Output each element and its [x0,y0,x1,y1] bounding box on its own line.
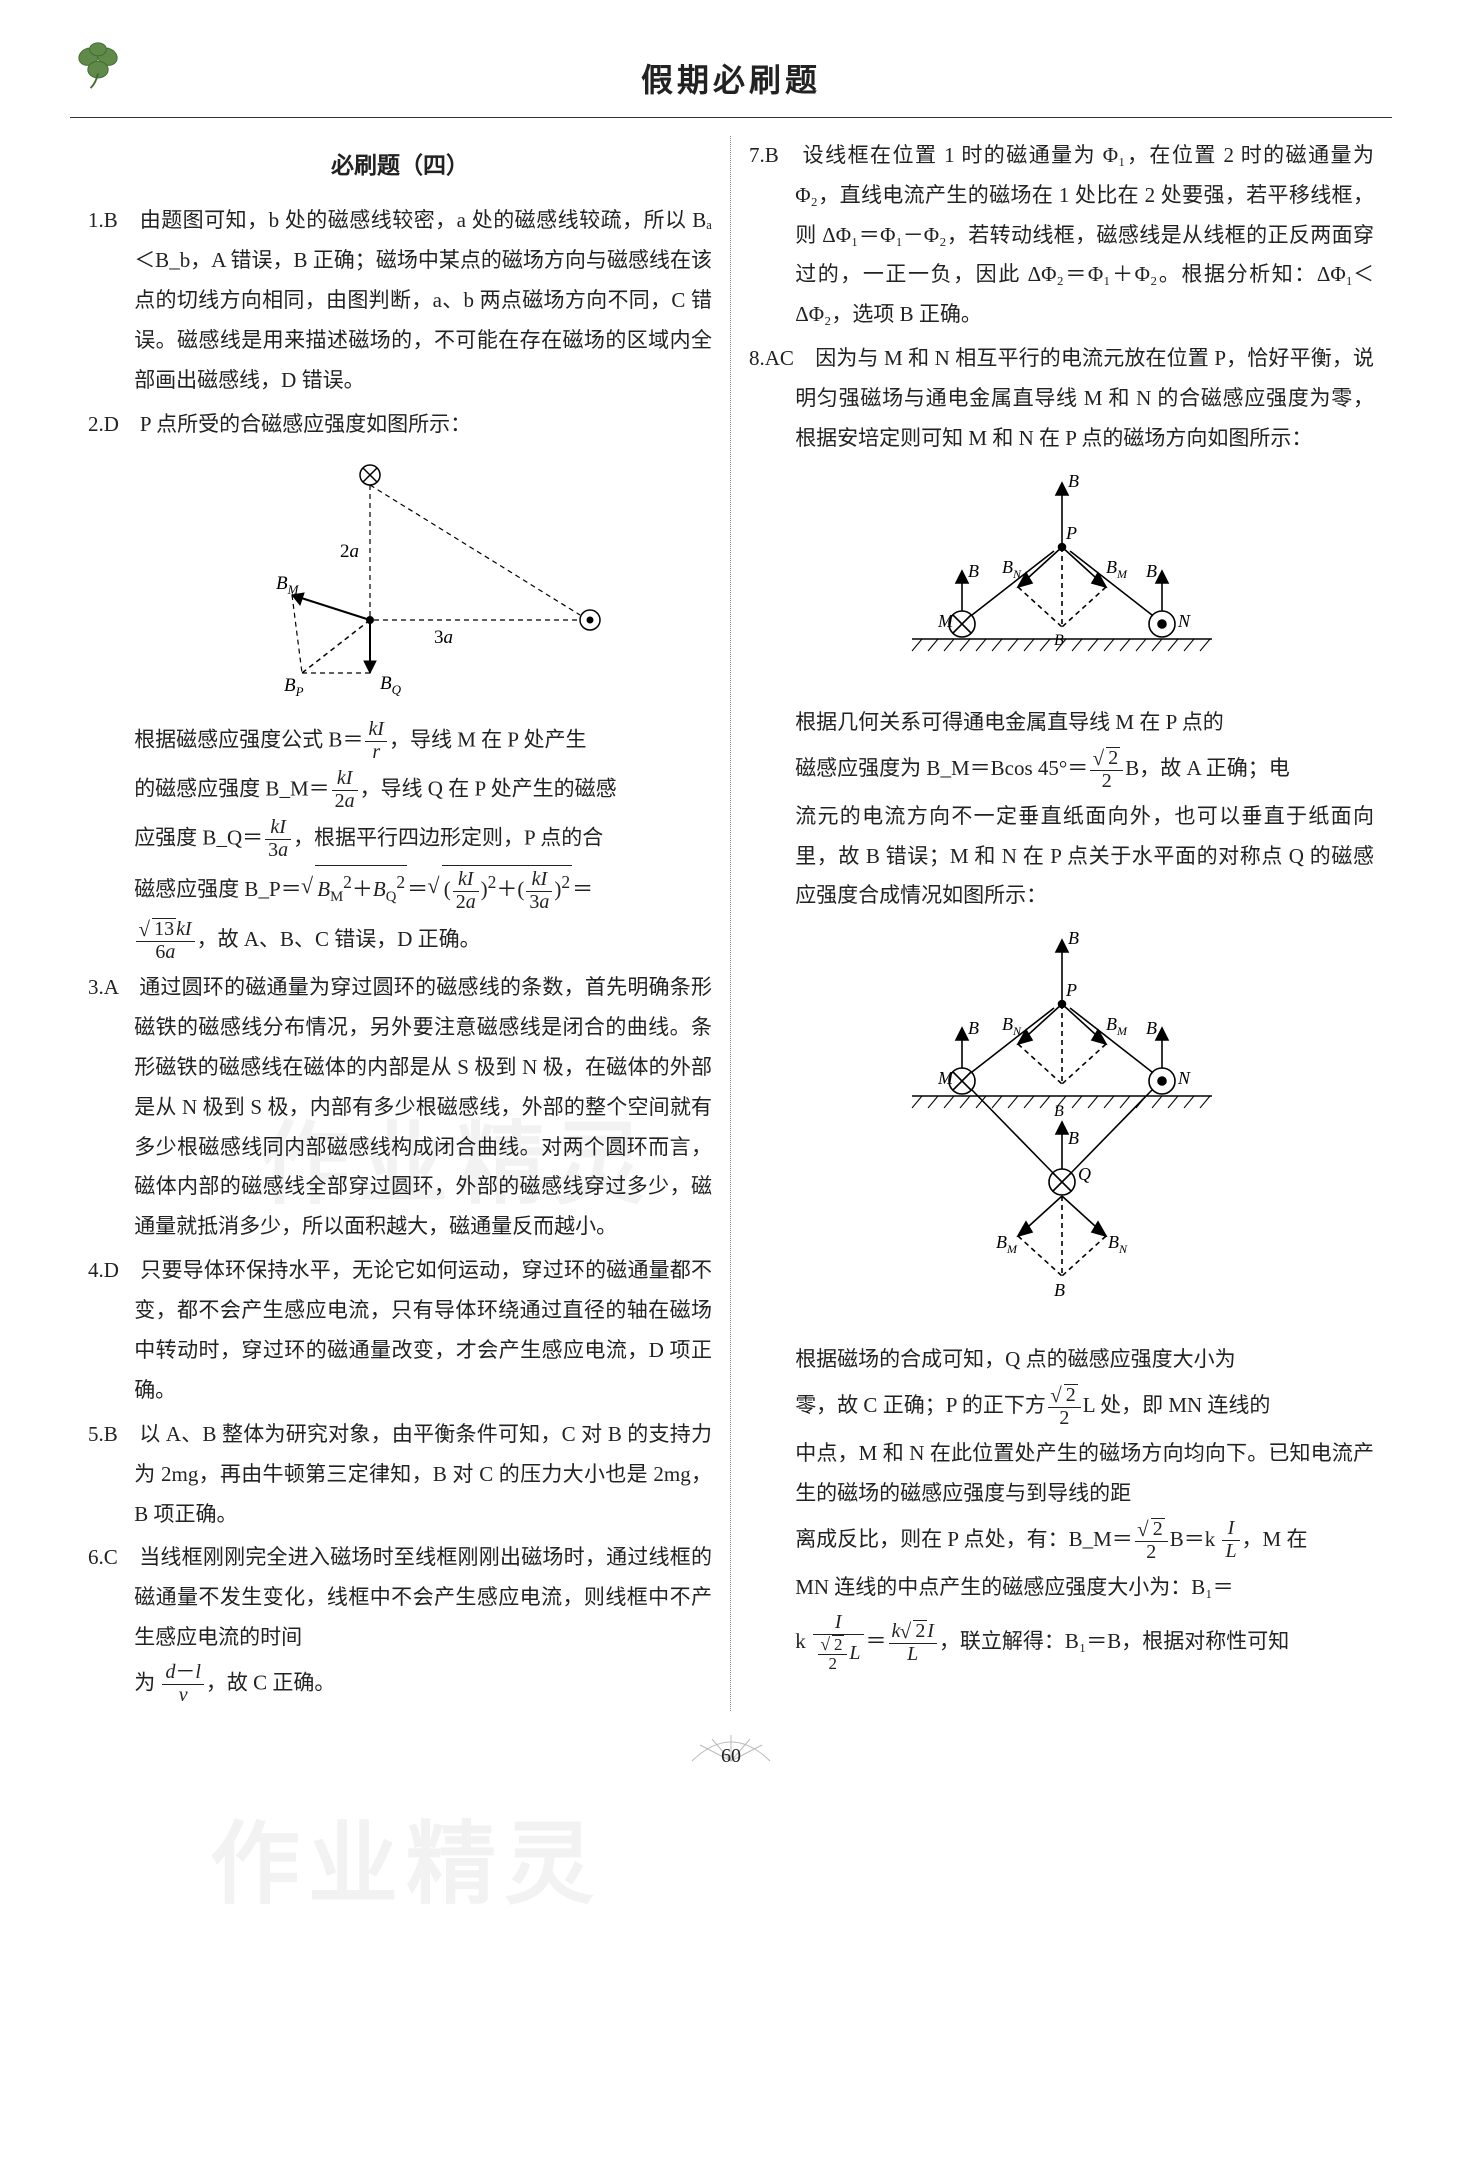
q8-g: MN 连线的中点产生的磁感应强度大小为：B₁＝ [749,1568,1374,1608]
svg-text:BN: BN [1002,1014,1022,1038]
q3: 3.A 通过圆环的磁通量为穿过圆环的磁感线的条数，首先明确条形磁铁的磁感线分布情… [88,968,712,1247]
text: 零，故 C 正确；P 的正下方 [795,1393,1046,1417]
text: ，故 C 正确。 [206,1670,336,1694]
q4: 4.D 只要导体环保持水平，无论它如何运动，穿过环的磁通量都不变，都不会产生感应… [88,1251,712,1411]
fig2-bm-label: BM [276,573,300,597]
q8-b2: 磁感应强度为 B_M＝Bcos 45°＝22B，故 A 正确；电 [749,747,1374,793]
text: 应强度 B_Q＝ [134,825,263,849]
text: 为 [134,1670,155,1694]
svg-text:N: N [1177,611,1191,631]
fig2-2a-label: 2a [340,541,359,562]
svg-text:B: B [1146,561,1157,581]
svg-text:B: B [1054,632,1064,649]
text: 离成反比，则在 P 点处，有：B_M＝ [795,1527,1133,1551]
svg-text:Q: Q [1078,1164,1091,1184]
clover-icon [70,40,126,90]
q8b-figure: B P BN BM MN BB B Q BM BN B B [882,926,1242,1326]
q8-a: 8.AC 因为与 M 和 N 相互平行的电流元放在位置 P，恰好平衡，说明匀强磁… [749,339,1374,459]
q8a-figure: B P BN BM M N B B B [882,469,1242,689]
text: B＝k [1170,1527,1216,1551]
q2-lead: 2.D P 点所受的合磁感应强度如图所示： [88,405,712,445]
svg-text:B: B [1146,1018,1157,1038]
text: ，导线 M 在 P 处产生 [389,727,587,751]
text: 磁感应强度为 B_M＝Bcos 45°＝ [795,756,1088,780]
svg-text:BM: BM [996,1232,1018,1256]
q6-b: 为 d－lv，故 C 正确。 [88,1662,712,1707]
section-title: 必刷题（四） [88,144,712,188]
right-column: 7.B 设线框在位置 1 时的磁通量为 Φ₁，在位置 2 时的磁通量为 Φ₂，直… [731,136,1392,1711]
q8-e: 中点，M 和 N 在此位置处产生的磁场方向均向下。已知电流产生的磁场的磁感应强度… [749,1434,1374,1514]
text: ，故 A、B、C 错误，D 正确。 [197,927,481,951]
svg-text:P: P [1065,980,1077,1000]
text: B，故 A 正确；电 [1125,756,1290,780]
svg-text:N: N [1177,1068,1191,1088]
svg-text:B: B [1068,471,1079,491]
svg-text:M: M [937,1068,954,1088]
svg-text:B: B [968,1018,979,1038]
svg-text:BM: BM [1106,1014,1128,1038]
q2-p3: 应强度 B_Q＝kI3a，根据平行四边形定则，P 点的合 [88,817,712,862]
svg-text:BN: BN [1002,557,1022,581]
header-rule [70,117,1392,118]
svg-text:B: B [1054,1103,1064,1120]
text: ，联立解得：B₁＝B，根据对称性可知 [939,1629,1289,1653]
q6-a: 6.C 当线框刚刚完全进入磁场时至线框刚刚出磁场时，通过线框的磁通量不发生变化，… [88,1538,712,1658]
q7: 7.B 设线框在位置 1 时的磁通量为 Φ₁，在位置 2 时的磁通量为 Φ₂，直… [749,136,1374,335]
svg-text:B: B [1068,928,1079,948]
page-number-value: 60 [686,1737,776,1775]
q8-b: 根据几何关系可得通电金属直导线 M 在 P 点的 [749,703,1374,743]
text: ，M 在 [1242,1527,1308,1551]
q8-d2: 零，故 C 正确；P 的正下方22L 处，即 MN 连线的 [749,1384,1374,1430]
svg-text:B: B [1054,1280,1065,1300]
svg-text:B: B [968,561,979,581]
fig2-bp-label: BP [284,675,304,699]
svg-text:BN: BN [1108,1232,1128,1256]
text: L 处，即 MN 连线的 [1083,1393,1271,1417]
q2-p5: 13kI6a，故 A、B、C 错误，D 正确。 [88,918,712,964]
q2-p2: 的磁感应强度 B_M＝kI2a，导线 Q 在 P 处产生的磁感 [88,768,712,813]
q2-p1: 根据磁感应强度公式 B＝kIr，导线 M 在 P 处产生 [88,719,712,764]
q8-c: 流元的电流方向不一定垂直纸面向外，也可以垂直于纸面向里，故 B 错误；M 和 N… [749,797,1374,917]
q8-d: 根据磁场的合成可知，Q 点的磁感应强度大小为 [749,1340,1374,1380]
text: ，根据平行四边形定则，P 点的合 [293,825,603,849]
text: ＝ [866,1629,887,1653]
page-header: 假期必刷题 [70,50,1392,118]
page-number: 60 [70,1737,1392,1787]
text: k [795,1629,806,1653]
left-column: 必刷题（四） 1.B 由题图可知，b 处的磁感线较密，a 处的磁感线较疏，所以 … [70,136,731,1711]
svg-text:BM: BM [1106,557,1128,581]
q8-h: k I22L＝k2IL，联立解得：B₁＝B，根据对称性可知 [749,1612,1374,1674]
watermark: 作业精灵 [210,1780,602,1951]
text: 根据磁感应强度公式 B＝ [134,727,363,751]
svg-text:M: M [937,611,954,631]
q1: 1.B 由题图可知，b 处的磁感线较密，a 处的磁感线较疏，所以 Bₐ＜B_b，… [88,201,712,400]
svg-text:B: B [1068,1128,1079,1148]
fig2-bq-label: BQ [380,673,402,697]
svg-text:P: P [1065,523,1077,543]
text: 的磁感应强度 B_M＝ [134,776,329,800]
fig2-3a-label: 3a [434,627,453,648]
q8-f: 离成反比，则在 P 点处，有：B_M＝22B＝k IL，M 在 [749,1518,1374,1564]
page-title: 假期必刷题 [641,50,821,111]
q2-p4: 磁感应强度 B_P＝BM2＋BQ2＝(kI2a)2＋(kI3a)2＝ [88,865,712,914]
text: 磁感应强度 B_P＝ [134,877,301,901]
text: ，导线 Q 在 P 处产生的磁感 [360,776,617,800]
q2-figure: BM BP BQ 2a 3a [180,455,620,705]
q5: 5.B 以 A、B 整体为研究对象，由平衡条件可知，C 对 B 的支持力为 2m… [88,1415,712,1535]
